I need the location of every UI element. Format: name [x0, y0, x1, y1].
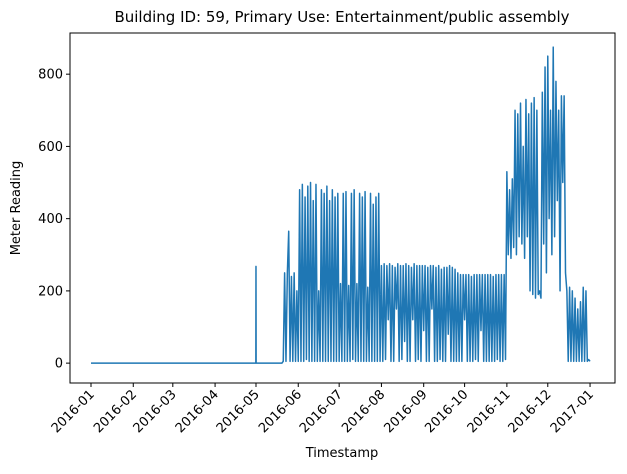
- y-tick-label: 400: [38, 212, 63, 227]
- x-tick-label: 2016-12: [506, 387, 555, 436]
- y-tick-label: 800: [38, 68, 63, 83]
- x-tick-label: 2016-07: [297, 387, 346, 436]
- y-tick-label: 0: [55, 357, 63, 372]
- y-axis-title: Meter Reading: [9, 161, 24, 256]
- data-line: [91, 46, 591, 364]
- x-tick-label: 2016-04: [173, 387, 222, 436]
- x-tick-label: 2016-05: [214, 387, 263, 436]
- x-tick-label: 2016-09: [382, 387, 431, 436]
- y-tick-label: 200: [38, 284, 63, 299]
- chart-title: Building ID: 59, Primary Use: Entertainm…: [114, 8, 569, 26]
- x-tick-label: 2016-06: [256, 387, 305, 436]
- y-tick-label: 600: [38, 140, 63, 155]
- x-axis-title: Timestamp: [305, 446, 379, 461]
- plot-frame: [69, 32, 616, 384]
- x-tick-label: 2016-08: [339, 387, 388, 436]
- x-tick-label: 2017-01: [548, 387, 597, 436]
- x-tick-label: 2016-03: [131, 387, 180, 436]
- x-tick-label: 2016-01: [49, 387, 98, 436]
- x-tick-label: 2016-11: [465, 387, 514, 436]
- x-tick-label: 2016-10: [422, 387, 471, 436]
